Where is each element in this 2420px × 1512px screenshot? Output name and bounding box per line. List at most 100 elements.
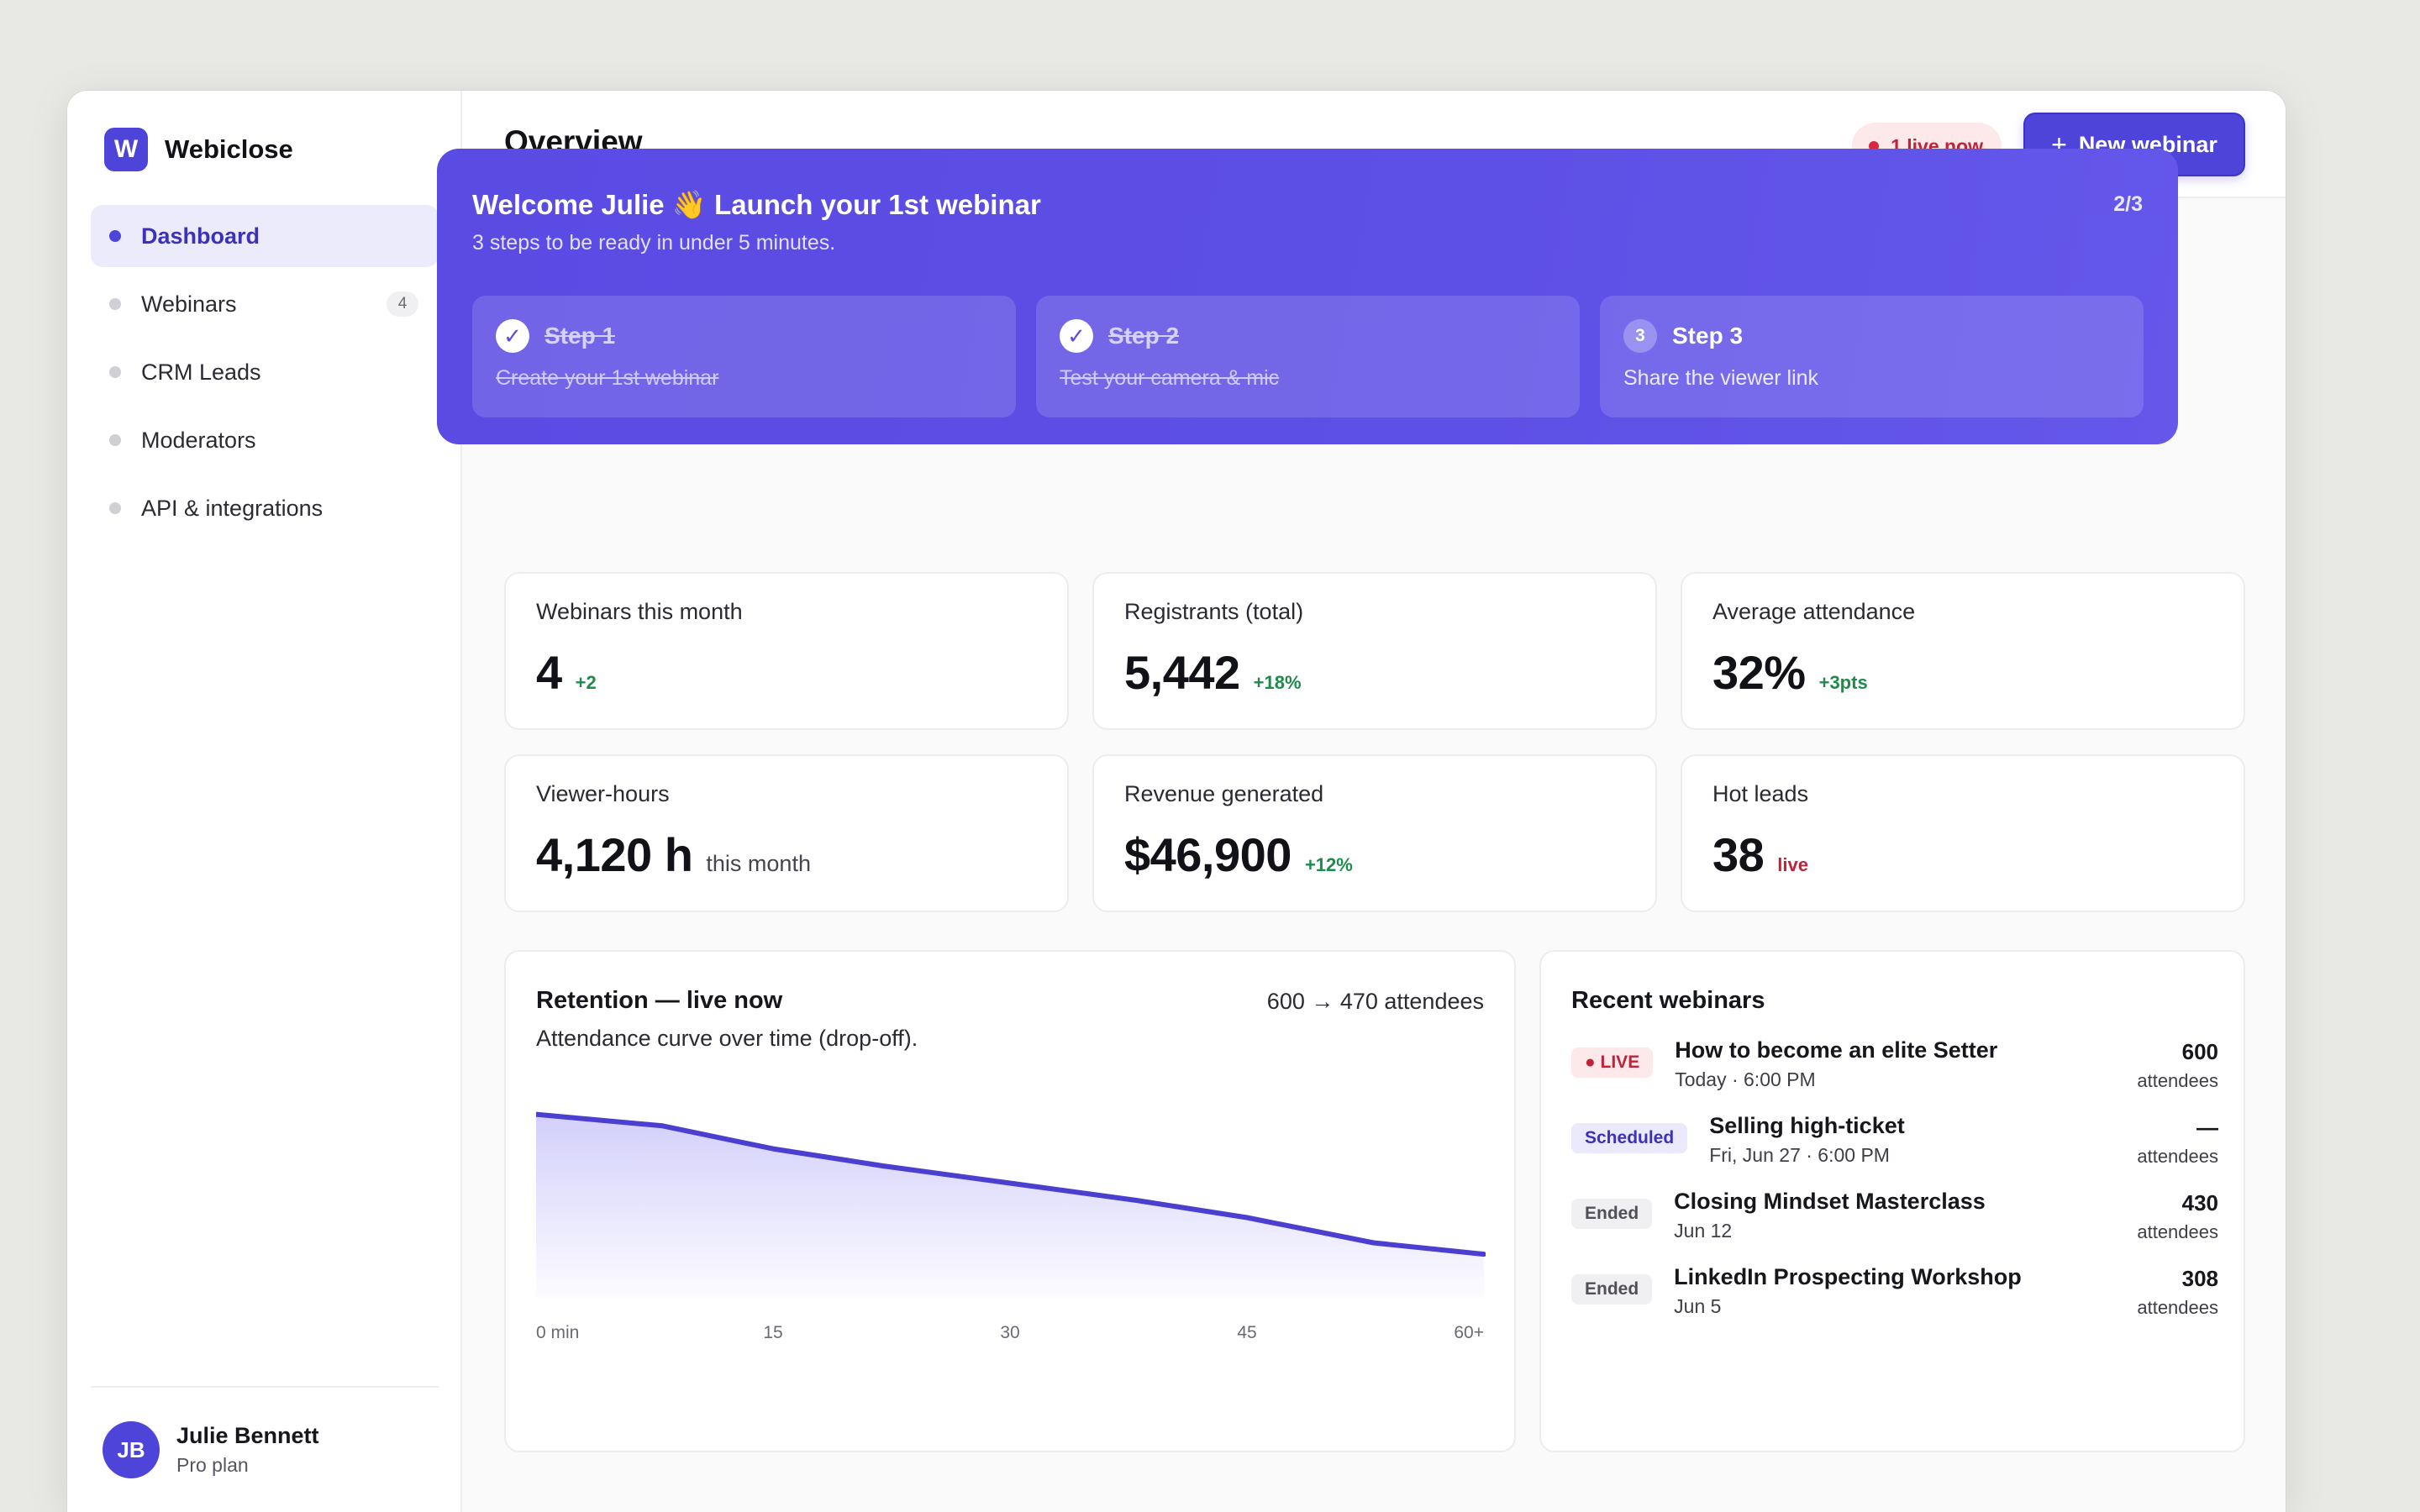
sidebar-item-moderators[interactable]: Moderators <box>91 409 439 471</box>
webinar-date: Jun 5 <box>1674 1295 1722 1317</box>
stat-row: 38 live <box>1712 827 2213 882</box>
step-card-2[interactable]: ✓ Step 2 Test your camera & mic <box>1036 296 1580 417</box>
attendee-count: — <box>2196 1115 2218 1140</box>
banner-progress: 2/3 <box>2113 192 2143 216</box>
check-icon: ✓ <box>496 319 529 353</box>
attendee-count: 308 <box>2181 1266 2218 1291</box>
stat-label: Average attendance <box>1712 599 1916 624</box>
x-tick-label: 0 min <box>536 1323 579 1342</box>
stat-card-revenue[interactable]: Revenue generated $46,900 +12% <box>1092 754 1657 912</box>
webinar-title: Closing Mindset Masterclass <box>1674 1189 1986 1214</box>
step-head: 3 Step 3 <box>1623 319 2120 353</box>
webinar-date: Today · 6:00 PM <box>1675 1068 1816 1090</box>
stat-value: 32% <box>1712 646 1806 699</box>
list-item[interactable]: ● LIVE How to become an elite Setter Tod… <box>1571 1037 2218 1113</box>
brand-name: Webiclose <box>165 134 293 164</box>
attendee-unit: attendees <box>2137 1221 2218 1242</box>
attendee-stat: 600 attendees <box>2137 1039 2218 1092</box>
retention-title: Retention — live now <box>536 987 783 1014</box>
avatar: JB <box>103 1421 160 1478</box>
recent-webinars-list: ● LIVE How to become an elite Setter Tod… <box>1571 1037 2218 1340</box>
stat-row: $46,900 +12% <box>1124 827 1625 882</box>
step-head: ✓ Step 2 <box>1060 319 1556 353</box>
webinar-date: Jun 12 <box>1674 1220 1733 1242</box>
item-text: LinkedIn Prospecting Workshop Jun 5 <box>1674 1264 2022 1318</box>
x-tick-label: 30 <box>1000 1323 1019 1342</box>
onboarding-steps: ✓ Step 1 Create your 1st webinar ✓ Step … <box>472 296 2144 417</box>
stat-label: Hot leads <box>1712 781 1809 806</box>
webinar-date: Fri, Jun 27 · 6:00 PM <box>1709 1144 1890 1166</box>
step-number-icon: 3 <box>1623 319 1657 353</box>
stat-card-attendance[interactable]: Average attendance 32% +3pts <box>1681 572 2245 730</box>
dot-icon <box>109 298 121 310</box>
retention-card: Retention — live now 600 → 470 attendees… <box>504 950 1516 1452</box>
attendee-unit: attendees <box>2137 1297 2218 1318</box>
ended-badge: Ended <box>1571 1274 1653 1305</box>
webinar-title: LinkedIn Prospecting Workshop <box>1674 1264 2022 1289</box>
stat-card-registrants[interactable]: Registrants (total) 5,442 +18% <box>1092 572 1657 730</box>
attendee-stat: — attendees <box>2137 1115 2218 1168</box>
stat-value: 4,120 h <box>536 828 693 881</box>
stat-card-viewer-hours[interactable]: Viewer-hours 4,120 h this month <box>504 754 1069 912</box>
check-icon: ✓ <box>1060 319 1093 353</box>
attendee-stat: 430 attendees <box>2137 1190 2218 1243</box>
stat-row: 4,120 h this month <box>536 827 1037 882</box>
list-item[interactable]: Scheduled Selling high-ticket Fri, Jun 2… <box>1571 1113 2218 1189</box>
step-card-1[interactable]: ✓ Step 1 Create your 1st webinar <box>472 296 1016 417</box>
attendee-count: 430 <box>2181 1190 2218 1215</box>
dot-icon <box>109 434 121 446</box>
webinar-title: Selling high-ticket <box>1709 1113 1905 1138</box>
sidebar-item-label: Moderators <box>141 427 256 453</box>
dot-icon <box>109 366 121 378</box>
attendee-count: 600 <box>2181 1039 2218 1064</box>
step-desc: Create your 1st webinar <box>496 366 719 390</box>
brand[interactable]: W Webiclose <box>104 128 293 171</box>
x-tick-label: 45 <box>1237 1323 1256 1342</box>
stat-value: $46,900 <box>1124 828 1292 881</box>
item-text: How to become an elite Setter Today · 6:… <box>1675 1037 1997 1091</box>
sidebar: W Webiclose Dashboard Webinars 4 CRM Lea… <box>67 91 462 1512</box>
sidebar-nav: Dashboard Webinars 4 CRM Leads Moderator… <box>91 205 439 545</box>
dot-icon <box>109 502 121 514</box>
stat-delta: +3pts <box>1818 672 1868 693</box>
step-desc: Test your camera & mic <box>1060 366 1280 390</box>
stat-label: Revenue generated <box>1124 781 1324 806</box>
user-plan: Pro plan <box>176 1454 249 1476</box>
recent-webinars-card: Recent webinars ● LIVE How to become an … <box>1539 950 2245 1452</box>
retention-chart: 0 min 15 30 45 60+ <box>536 1111 1486 1342</box>
sidebar-item-dashboard[interactable]: Dashboard <box>91 205 439 267</box>
stat-value: 38 <box>1712 828 1765 881</box>
retention-subtitle: Attendance curve over time (drop-off). <box>536 1026 918 1051</box>
user-profile[interactable]: JB Julie Bennett Pro plan <box>91 1386 439 1512</box>
stat-card-hot-leads[interactable]: Hot leads 38 live <box>1681 754 2245 912</box>
attendee-unit: attendees <box>2137 1146 2218 1167</box>
banner-title: Welcome Julie 👋 Launch your 1st webinar <box>472 189 1041 220</box>
sidebar-item-label: API & integrations <box>141 495 324 521</box>
retention-count: 600 → 470 attendees <box>1266 989 1484 1014</box>
x-tick-label: 60+ <box>1454 1323 1484 1342</box>
list-item[interactable]: Ended LinkedIn Prospecting Workshop Jun … <box>1571 1264 2218 1340</box>
sidebar-item-webinars[interactable]: Webinars 4 <box>91 273 439 335</box>
scheduled-badge: Scheduled <box>1571 1123 1688 1153</box>
retention-line <box>536 1111 1486 1257</box>
stat-label: Registrants (total) <box>1124 599 1304 624</box>
stat-delta: +2 <box>575 672 597 693</box>
stat-value: 5,442 <box>1124 646 1240 699</box>
stat-card-webinars[interactable]: Webinars this month 4 +2 <box>504 572 1069 730</box>
list-item[interactable]: Ended Closing Mindset Masterclass Jun 12… <box>1571 1189 2218 1264</box>
attendee-stat: 308 attendees <box>2137 1266 2218 1319</box>
item-text: Closing Mindset Masterclass Jun 12 <box>1674 1189 1986 1242</box>
user-name: Julie Bennett <box>176 1423 319 1448</box>
item-text: Selling high-ticket Fri, Jun 27 · 6:00 P… <box>1709 1113 1905 1167</box>
sidebar-item-crm-leads[interactable]: CRM Leads <box>91 341 439 403</box>
x-tick-label: 15 <box>763 1323 782 1342</box>
step-card-3[interactable]: 3 Step 3 Share the viewer link <box>1600 296 2144 417</box>
sidebar-item-api-integrations[interactable]: API & integrations <box>91 477 439 539</box>
stat-delta: live <box>1777 854 1808 875</box>
step-title: Step 3 <box>1672 323 1744 349</box>
webinar-title: How to become an elite Setter <box>1675 1037 1998 1063</box>
attendee-unit: attendees <box>2137 1070 2218 1091</box>
sidebar-item-label: Webinars <box>141 291 237 317</box>
step-title: Step 2 <box>1108 323 1180 349</box>
step-head: ✓ Step 1 <box>496 319 992 353</box>
